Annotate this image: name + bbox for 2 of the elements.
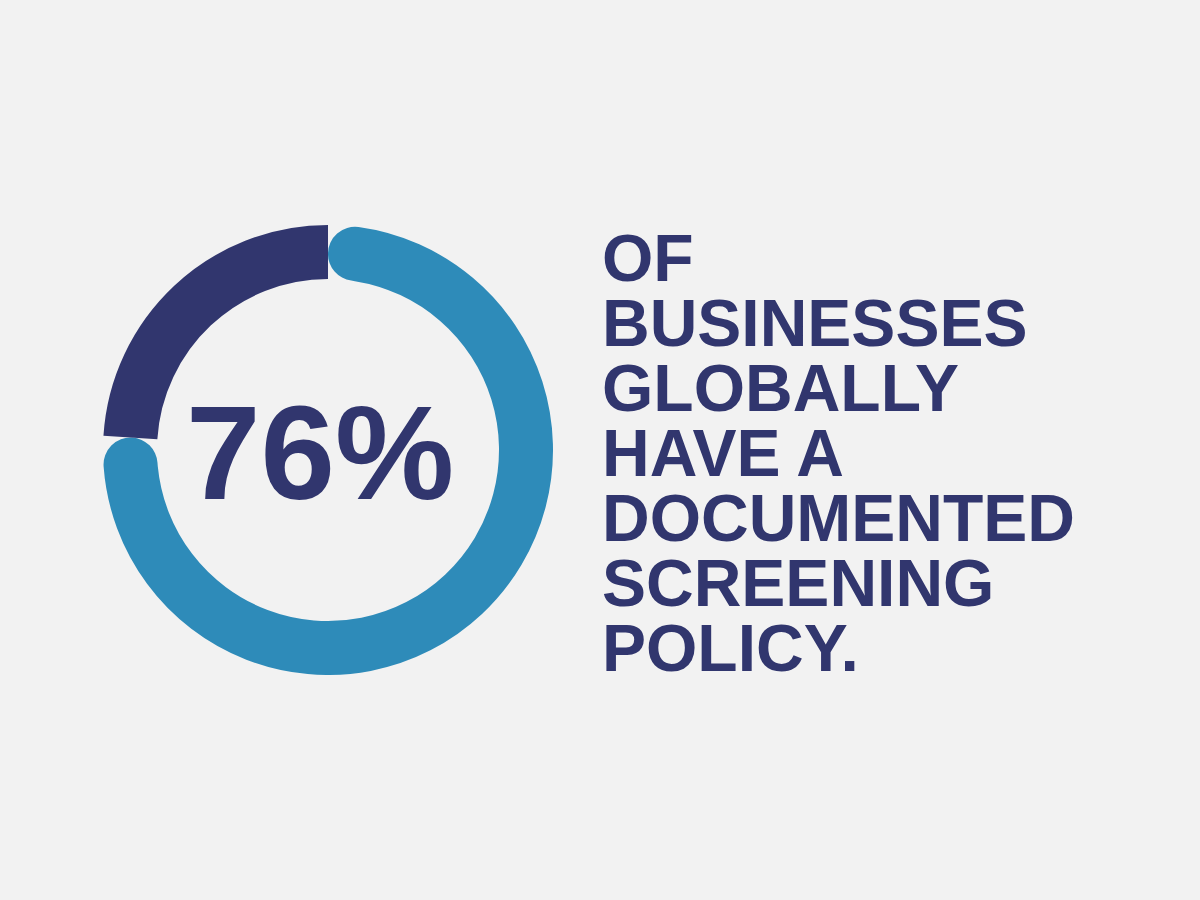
text: OF BUSINESSES GLOBALLY HAVE A DOCUMENTED SCREENING POLICY. [602, 221, 1076, 685]
text: 76% [185, 377, 455, 527]
